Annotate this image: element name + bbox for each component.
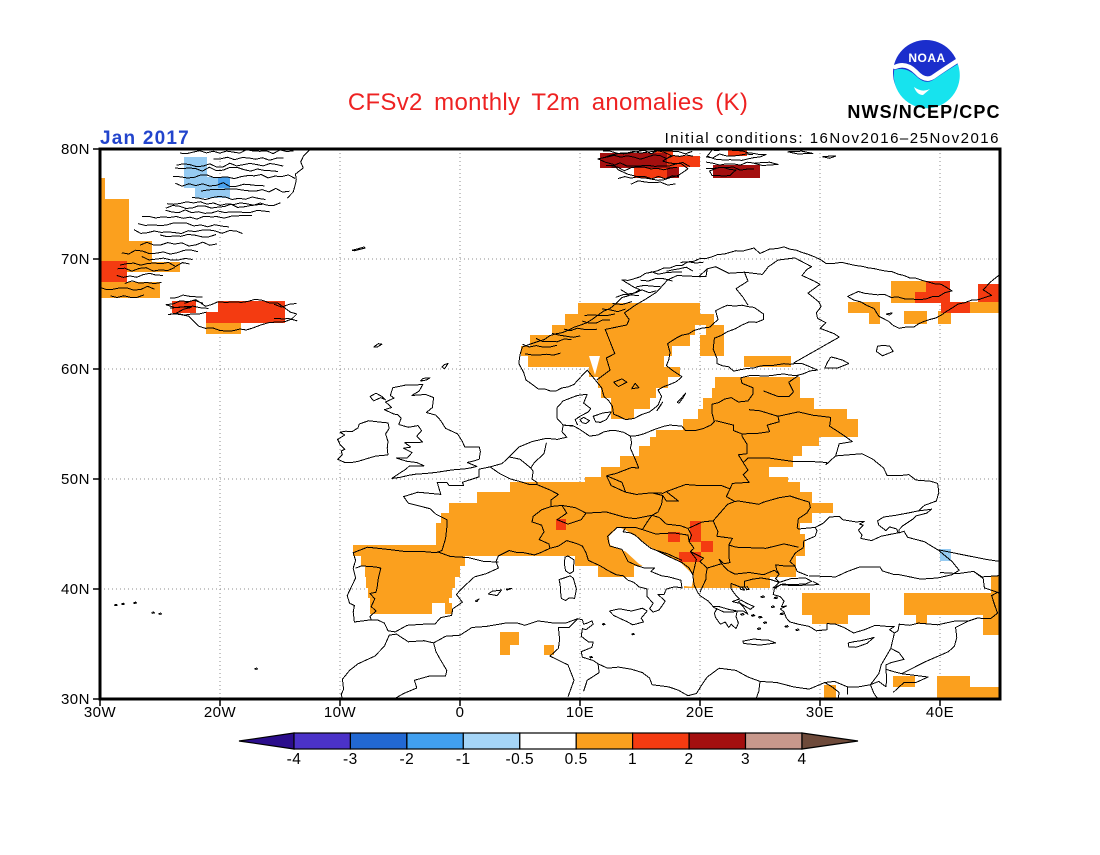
svg-text:30W: 30W bbox=[84, 704, 117, 721]
svg-text:CFSv2 monthly T2m anomalies (K: CFSv2 monthly T2m anomalies (K) bbox=[348, 89, 748, 116]
svg-text:2: 2 bbox=[685, 751, 694, 768]
svg-text:10W: 10W bbox=[324, 704, 357, 721]
svg-text:40N: 40N bbox=[61, 581, 90, 598]
svg-text:0: 0 bbox=[456, 704, 465, 721]
svg-text:Initial conditions: 16Nov2016–: Initial conditions: 16Nov2016–25Nov2016 bbox=[665, 130, 1000, 147]
svg-text:3: 3 bbox=[741, 751, 750, 768]
svg-text:-0.5: -0.5 bbox=[505, 751, 534, 768]
svg-text:20E: 20E bbox=[686, 704, 714, 721]
svg-text:70N: 70N bbox=[61, 251, 90, 268]
svg-text:30N: 30N bbox=[61, 691, 90, 708]
svg-text:-3: -3 bbox=[343, 751, 358, 768]
svg-text:10E: 10E bbox=[566, 704, 594, 721]
svg-text:NOAA: NOAA bbox=[908, 51, 945, 65]
svg-text:-4: -4 bbox=[287, 751, 302, 768]
svg-text:4: 4 bbox=[797, 751, 806, 768]
svg-text:50N: 50N bbox=[61, 471, 90, 488]
svg-text:30E: 30E bbox=[806, 704, 834, 721]
svg-text:-2: -2 bbox=[400, 751, 415, 768]
svg-text:20W: 20W bbox=[204, 704, 237, 721]
svg-text:40E: 40E bbox=[926, 704, 954, 721]
svg-text:NWS/NCEP/CPC: NWS/NCEP/CPC bbox=[847, 102, 1000, 122]
svg-text:60N: 60N bbox=[61, 361, 90, 378]
svg-text:0.5: 0.5 bbox=[565, 751, 588, 768]
svg-text:1: 1 bbox=[628, 751, 637, 768]
svg-text:80N: 80N bbox=[61, 141, 90, 158]
svg-text:Jan 2017: Jan 2017 bbox=[100, 128, 190, 149]
svg-text:-1: -1 bbox=[456, 751, 471, 768]
